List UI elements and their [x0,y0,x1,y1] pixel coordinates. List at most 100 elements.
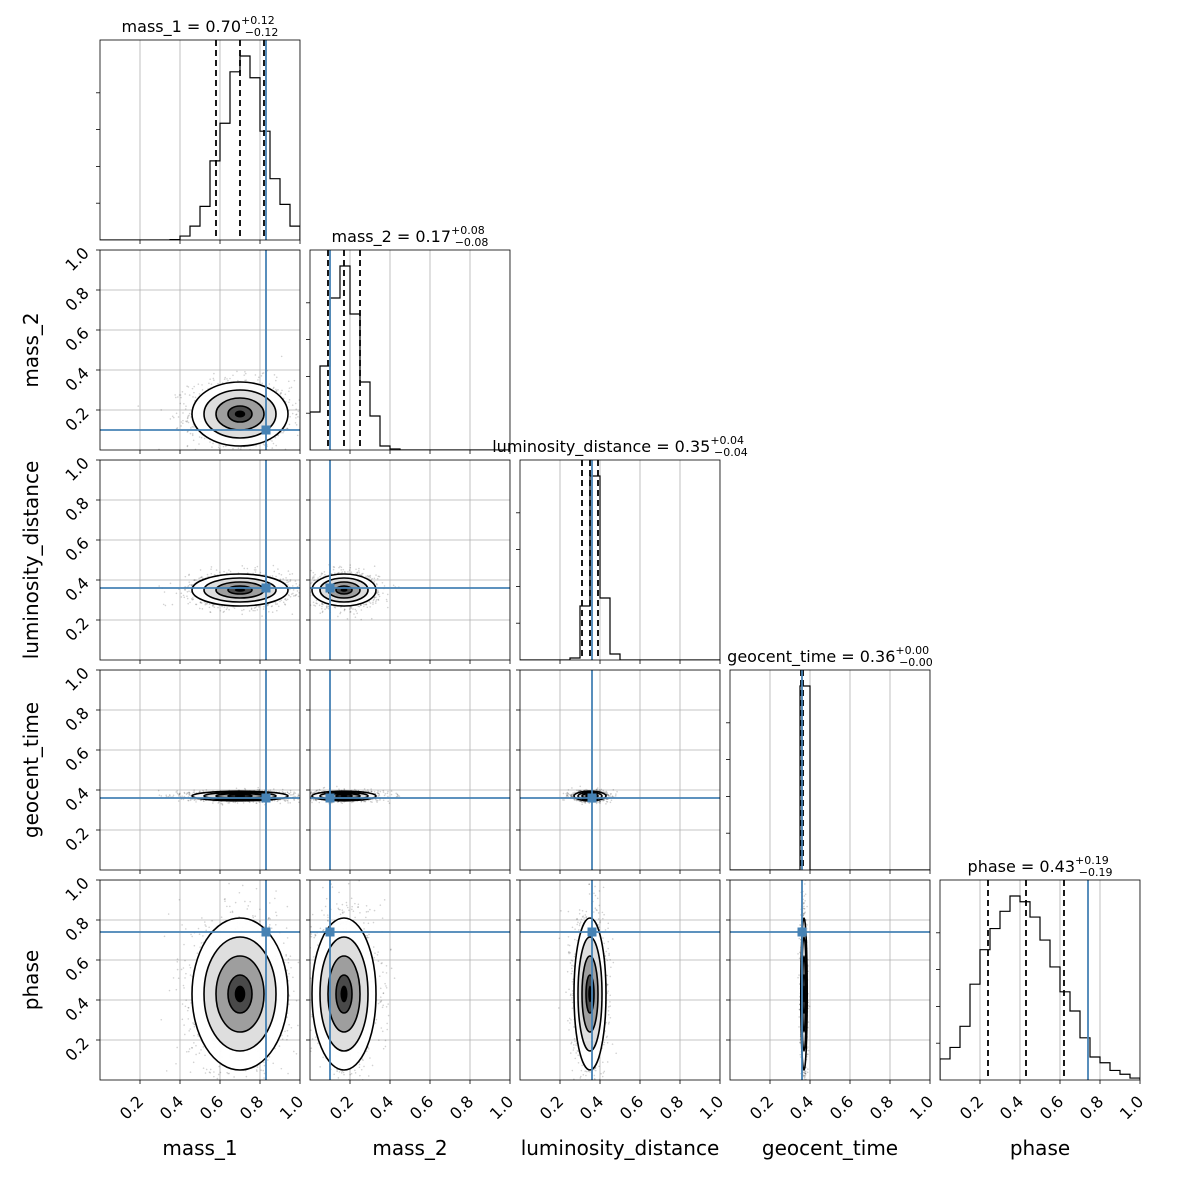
scatter-point [297,416,299,418]
title-lower-error: −0.19 [1079,866,1113,879]
scatter-point [279,578,282,581]
scatter-point [352,608,354,610]
scatter-point [302,587,304,589]
scatter-point [375,582,378,585]
scatter-point [201,389,204,391]
scatter-point [190,597,193,600]
scatter-point [375,600,377,602]
scatter-point [321,605,323,608]
y-tick-label-luminosity_distance: 1.0 [61,453,92,484]
scatter-point [193,385,195,388]
scatter-point [193,579,195,581]
y-tick-label-mass_2: 0.6 [61,323,92,354]
scatter-point [175,396,177,399]
mass_1-vs-mass_2-panel [100,250,300,463]
scatter-point [308,596,310,598]
scatter-point [368,575,371,578]
truth-marker [325,583,335,593]
scatter-point [262,461,264,463]
scatter-point [200,601,202,604]
scatter-point [199,601,202,603]
phase-marginal-panel [940,880,1140,1080]
scatter-point [172,794,175,797]
scatter-point [244,372,247,375]
scatter-point [228,802,231,804]
scatter-point [226,378,228,380]
scatter-point [258,789,260,791]
scatter-point [286,427,289,430]
scatter-point [293,791,295,794]
scatter-point [378,593,380,596]
contour-line-1 [203,577,277,603]
scatter-point [373,565,376,568]
title-upper-error: +0.04 [710,434,744,447]
scatter-point [183,402,185,405]
scatter-point [342,568,345,571]
scatter-point [373,577,376,580]
scatter-point [246,567,249,570]
scatter-point [308,586,310,588]
scatter-point [373,580,376,583]
scatter-point [217,606,219,609]
mass_1-vs-mass_2-frame [99,249,301,451]
scatter-point [245,379,247,381]
scatter-point [185,405,187,408]
scatter-point [263,605,265,608]
scatter-point [212,377,215,380]
scatter-point [320,574,323,576]
scatter-point [287,594,290,596]
scatter-point [327,605,330,607]
scatter-point [242,608,245,611]
scatter-point [190,427,192,429]
scatter-point [192,439,195,442]
scatter-point [223,606,226,608]
scatter-point [271,440,273,442]
scatter-point [163,591,166,593]
scatter-point [294,402,297,405]
scatter-point [193,391,195,394]
scatter-point [311,581,313,584]
scatter-point [313,576,315,579]
scatter-point [288,399,291,401]
scatter-point [369,602,372,604]
scatter-point [162,603,165,606]
scatter-point [319,612,322,615]
scatter-point [189,799,192,802]
scatter-point [217,446,220,449]
scatter-point [357,605,360,607]
scatter-point [263,457,265,459]
x-tick-label-phase: 0.6 [1036,1092,1067,1123]
scatter-point [288,588,291,591]
scatter-point [221,605,223,608]
scatter-point [287,800,289,802]
scatter-point [350,607,352,610]
scatter-point [188,590,190,593]
scatter-point [252,609,254,612]
scatter-point [250,608,253,611]
scatter-point [376,583,378,586]
scatter-point [360,604,362,606]
scatter-point [193,579,196,581]
scatter-point [377,598,379,601]
scatter-point [195,579,197,581]
scatter-point [296,434,299,437]
scatter-point [280,599,283,602]
scatter-point [186,591,189,593]
scatter-point [175,791,177,793]
scatter-point [188,414,190,417]
y-tick-label-mass_2: 0.4 [61,363,92,394]
scatter-point [254,374,257,376]
scatter-point [332,568,335,571]
scatter-point [226,572,228,574]
scatter-point [268,383,271,385]
title-lower-error: −0.12 [245,26,279,39]
scatter-point [282,578,284,580]
scatter-point [338,566,340,569]
scatter-point [268,610,270,613]
scatter-point [301,795,303,797]
contour-line-0 [191,381,289,447]
scatter-point [275,444,277,447]
scatter-point [348,608,351,610]
scatter-point [222,445,225,448]
scatter-point [221,450,223,452]
